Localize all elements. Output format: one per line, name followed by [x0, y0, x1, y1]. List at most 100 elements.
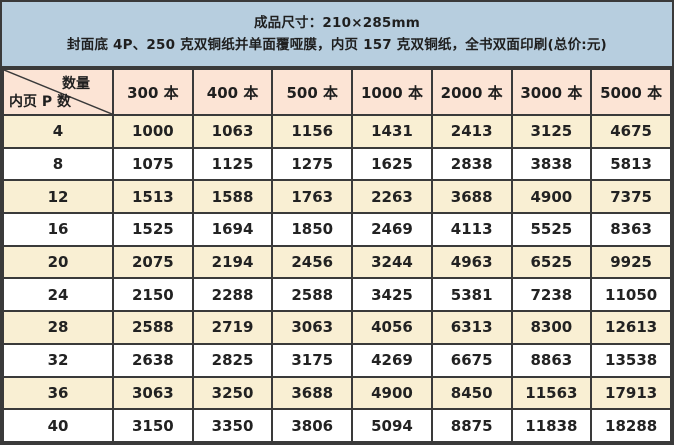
price-cell: 1275: [271, 146, 354, 182]
table-row: 32 2638 2825 3175 4269 6675 8863 13538: [2, 342, 672, 378]
table-row: 36 3063 3250 3688 4900 8450 11563 17913: [2, 375, 672, 411]
price-table-body: 4 1000 1063 1156 1431 2413 3125 4675 8 1075 1125 12…: [2, 114, 672, 443]
price-cell: 2288: [191, 277, 274, 313]
price-cell: 1063: [191, 114, 274, 149]
row-label-pages: 40: [2, 408, 114, 443]
price-cell: 3244: [351, 244, 433, 280]
price-cell: 6525: [510, 244, 593, 280]
column-header: 5000 本: [590, 68, 672, 116]
price-cell: 8450: [430, 375, 513, 411]
price-cell: 8363: [590, 212, 672, 247]
price-cell: 2456: [271, 244, 354, 280]
row-label-pages: 8: [2, 146, 114, 182]
table-row: 20 2075 2194 2456 3244 4963 6525 9925: [2, 244, 672, 280]
row-label-pages: 32: [2, 342, 114, 378]
price-cell: 18288: [590, 408, 672, 443]
corner-label-quantity: 数量: [62, 76, 90, 92]
row-label-pages: 24: [2, 277, 114, 313]
column-header-row: 数量 内页 P 数 300 本 400 本 500 本 1000 本 2000 本 300…: [2, 68, 672, 116]
price-cell: 5094: [351, 408, 433, 443]
column-header: 300 本: [112, 68, 194, 116]
price-cell: 13538: [590, 342, 672, 378]
price-cell: 4963: [430, 244, 513, 280]
price-cell: 1763: [271, 179, 354, 215]
price-cell: 2075: [112, 244, 194, 280]
price-cell: 3150: [112, 408, 194, 443]
price-cell: 8863: [510, 342, 593, 378]
column-header: 2000 本: [430, 68, 513, 116]
price-cell: 11838: [510, 408, 593, 443]
diagonal-divider: [4, 70, 112, 114]
price-cell: 3063: [112, 375, 194, 411]
price-cell: 7238: [510, 277, 593, 313]
price-cell: 4900: [351, 375, 433, 411]
price-table: 数量 内页 P 数 300 本 400 本 500 本 1000 本 2000 本 300…: [2, 68, 672, 443]
column-header: 3000 本: [510, 68, 593, 116]
price-cell: 2588: [271, 277, 354, 313]
price-cell: 4113: [430, 212, 513, 247]
table-row: 24 2150 2288 2588 3425 5381 7238 11050: [2, 277, 672, 313]
price-cell: 3250: [191, 375, 274, 411]
price-cell: 1525: [112, 212, 194, 247]
price-cell: 2194: [191, 244, 274, 280]
corner-label-pages: 内页 P 数: [9, 94, 72, 110]
price-cell: 1694: [191, 212, 274, 247]
price-cell: 1625: [351, 146, 433, 182]
price-cell: 4675: [590, 114, 672, 149]
table-title-block: 成品尺寸：210×285mm 封面底 4P、250 克双铜纸并单面覆哑膜，内页 …: [2, 2, 672, 68]
price-cell: 1075: [112, 146, 194, 182]
row-label-pages: 16: [2, 212, 114, 247]
title-spec-line: 封面底 4P、250 克双铜纸并单面覆哑膜，内页 157 克双铜纸，全书双面印刷…: [67, 36, 607, 53]
price-cell: 3425: [351, 277, 433, 313]
price-cell: 2469: [351, 212, 433, 247]
price-cell: 5813: [590, 146, 672, 182]
row-label-pages: 36: [2, 375, 114, 411]
price-cell: 3688: [271, 375, 354, 411]
price-cell: 2638: [112, 342, 194, 378]
price-cell: 5525: [510, 212, 593, 247]
price-cell: 5381: [430, 277, 513, 313]
price-cell: 3125: [510, 114, 593, 149]
price-cell: 17913: [590, 375, 672, 411]
price-cell: 11050: [590, 277, 672, 313]
price-cell: 4900: [510, 179, 593, 215]
price-cell: 2263: [351, 179, 433, 215]
price-cell: 11563: [510, 375, 593, 411]
price-cell: 1513: [112, 179, 194, 215]
corner-header-cell: 数量 内页 P 数: [2, 68, 114, 116]
column-header: 500 本: [271, 68, 354, 116]
row-label-pages: 4: [2, 114, 114, 149]
price-cell: 3688: [430, 179, 513, 215]
price-cell: 1000: [112, 114, 194, 149]
price-cell: 3063: [271, 310, 354, 345]
price-cell: 1156: [271, 114, 354, 149]
table-row: 4 1000 1063 1156 1431 2413 3125 4675: [2, 114, 672, 149]
price-cell: 4056: [351, 310, 433, 345]
price-cell: 2150: [112, 277, 194, 313]
price-cell: 7375: [590, 179, 672, 215]
price-cell: 3806: [271, 408, 354, 443]
column-header: 1000 本: [351, 68, 433, 116]
price-cell: 6675: [430, 342, 513, 378]
price-cell: 2413: [430, 114, 513, 149]
price-cell: 1850: [271, 212, 354, 247]
price-cell: 1125: [191, 146, 274, 182]
price-cell: 3175: [271, 342, 354, 378]
price-cell: 2838: [430, 146, 513, 182]
price-cell: 8875: [430, 408, 513, 443]
row-label-pages: 20: [2, 244, 114, 280]
price-cell: 2825: [191, 342, 274, 378]
price-cell: 3350: [191, 408, 274, 443]
row-label-pages: 28: [2, 310, 114, 345]
table-row: 16 1525 1694 1850 2469 4113 5525 8363: [2, 212, 672, 247]
table-row: 12 1513 1588 1763 2263 3688 4900 7375: [2, 179, 672, 215]
price-cell: 12613: [590, 310, 672, 345]
table-row: 40 3150 3350 3806 5094 8875 11838 18288: [2, 408, 672, 443]
price-cell: 3838: [510, 146, 593, 182]
table-row: 28 2588 2719 3063 4056 6313 8300 12613: [2, 310, 672, 345]
price-cell: 1588: [191, 179, 274, 215]
price-cell: 2719: [191, 310, 274, 345]
column-header: 400 本: [191, 68, 274, 116]
price-cell: 6313: [430, 310, 513, 345]
